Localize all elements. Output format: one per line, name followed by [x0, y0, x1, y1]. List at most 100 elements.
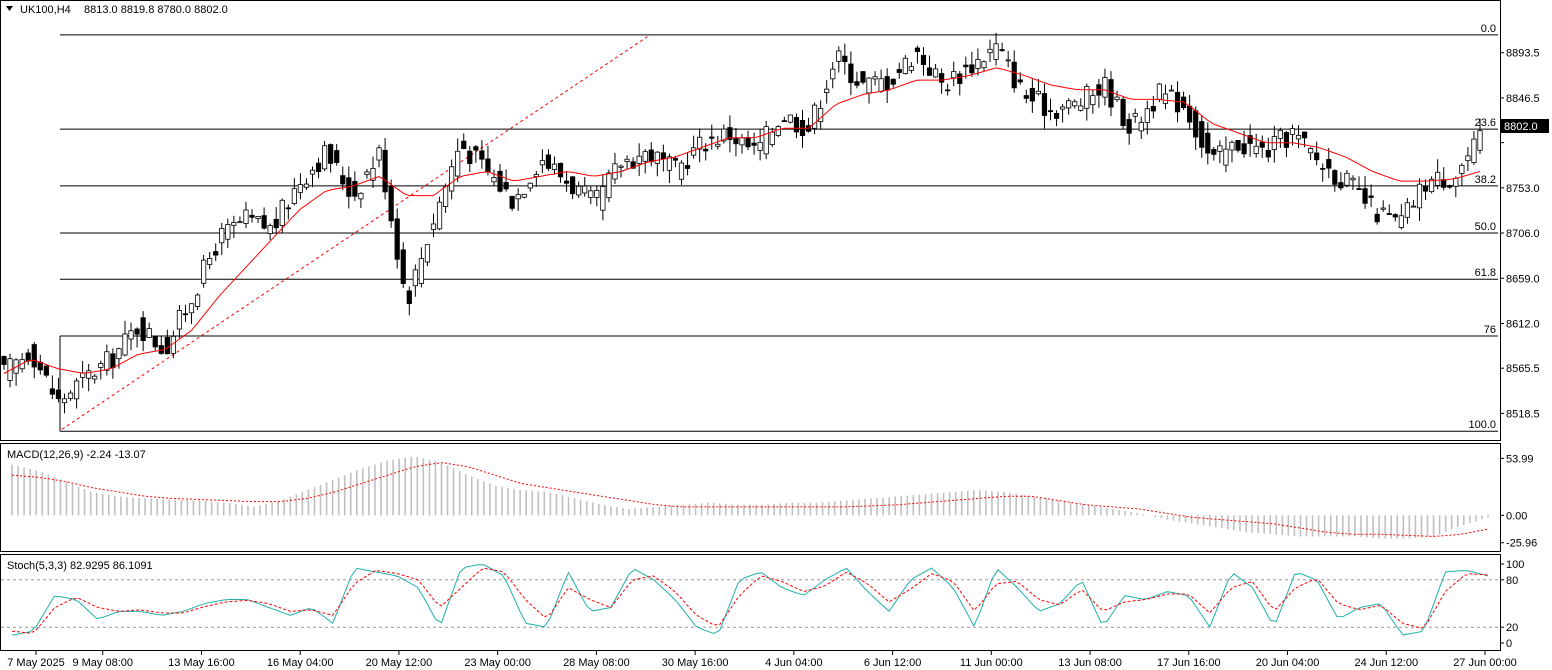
time-tick-label: 28 May 08:00 — [563, 657, 630, 669]
bear-candle — [1011, 61, 1017, 89]
bull-candle — [104, 351, 110, 371]
bear-candle — [781, 120, 787, 123]
bull-candle — [582, 185, 588, 194]
bear-candle — [249, 214, 255, 218]
bull-candle — [364, 171, 370, 176]
bear-candle — [733, 138, 739, 145]
bull-candle — [73, 380, 80, 400]
macd-signal-line — [11, 462, 1489, 537]
bear-candle — [1023, 95, 1029, 99]
stoch-main-line — [11, 564, 1489, 636]
stoch-tick-label: 0 — [1506, 638, 1512, 650]
macd-pane[interactable] — [0, 443, 1501, 552]
bull-candle — [1156, 83, 1162, 100]
bull-candle — [128, 330, 134, 340]
bull-candle — [642, 151, 648, 162]
bull-candle — [1453, 177, 1459, 187]
bull-candle — [67, 392, 74, 399]
bear-candle — [1187, 105, 1193, 123]
bear-candle — [1211, 149, 1217, 155]
bear-candle — [406, 290, 412, 305]
bear-candle — [963, 64, 969, 68]
current-price-badge — [1501, 119, 1549, 133]
bull-candle — [1035, 90, 1042, 95]
bull-candle — [1005, 59, 1011, 62]
trend-line-segment — [61, 34, 651, 430]
bull-candle — [1132, 113, 1138, 117]
bear-candle — [110, 353, 116, 369]
bull-candle — [1416, 183, 1423, 209]
bear-candle — [497, 170, 503, 192]
bear-candle — [1362, 188, 1368, 204]
bull-candle — [1162, 93, 1169, 104]
time-tick-label: 30 May 16:00 — [662, 657, 729, 669]
time-tick-label: 11 Jun 00:00 — [960, 657, 1023, 669]
bull-candle — [207, 258, 213, 265]
bull-candle — [122, 333, 128, 356]
stoch-tick-label: 20 — [1506, 622, 1518, 634]
bull-candle — [1090, 95, 1096, 106]
symbol-label: UK100,H4 — [20, 4, 71, 16]
bear-candle — [152, 336, 158, 348]
bull-candle — [993, 43, 999, 60]
bear-candle — [1053, 112, 1060, 119]
main-pane[interactable] — [0, 0, 1501, 441]
symbol-dropdown-icon[interactable] — [6, 6, 13, 11]
bull-candle — [243, 209, 249, 224]
bull-candle — [624, 158, 630, 162]
bull-candle — [370, 167, 376, 181]
bull-candle — [1217, 145, 1223, 152]
bear-candle — [1029, 87, 1035, 102]
stoch-pane[interactable] — [0, 554, 1501, 651]
bull-candle — [455, 150, 461, 177]
macd-tick-label: 53.99 — [1506, 453, 1534, 465]
bull-candle — [436, 201, 443, 230]
bull-candle — [1078, 105, 1084, 111]
bull-candle — [86, 370, 92, 379]
bear-candle — [340, 175, 346, 185]
bear-candle — [1374, 213, 1380, 223]
bull-candle — [1308, 148, 1314, 154]
stoch-tick-label: 80 — [1506, 575, 1518, 587]
bull-candle — [176, 310, 183, 330]
bull-candle — [1404, 202, 1411, 218]
bear-candle — [213, 251, 219, 256]
bear-candle — [1422, 186, 1429, 192]
bull-candle — [376, 147, 382, 161]
bear-candle — [315, 162, 322, 173]
fib-label: 61.8 — [1475, 267, 1496, 279]
bull-candle — [588, 190, 594, 198]
bear-candle — [1332, 170, 1338, 185]
fib-label: 0.0 — [1481, 23, 1496, 35]
bear-candle — [328, 144, 334, 164]
bull-candle — [412, 269, 418, 287]
bear-candle — [1235, 140, 1241, 151]
bull-candle — [1477, 130, 1483, 151]
fib-label: 100.0 — [1468, 419, 1496, 431]
bull-candle — [1398, 215, 1404, 228]
bear-candle — [926, 67, 933, 76]
bear-candle — [1447, 185, 1453, 188]
bull-candle — [1380, 207, 1386, 210]
bear-candle — [43, 365, 49, 376]
bull-candle — [1295, 134, 1302, 140]
bear-candle — [1126, 119, 1132, 134]
bull-candle — [358, 192, 364, 200]
bull-candle — [654, 151, 660, 164]
bear-candle — [285, 207, 291, 210]
bear-candle — [1368, 195, 1374, 198]
bear-candle — [382, 149, 388, 193]
price-tick-label: 8612.0 — [1506, 318, 1540, 330]
bull-candle — [1060, 106, 1066, 110]
bear-candle — [334, 150, 340, 163]
bull-candle — [1471, 138, 1477, 163]
bull-candle — [1429, 178, 1435, 193]
bull-candle — [194, 294, 201, 307]
bear-candle — [557, 162, 564, 178]
bear-candle — [545, 154, 552, 169]
price-axis: 8893.5 8846.5 8753.0 8706.0 8659.0 8612.0 8565… — [1500, 48, 1540, 420]
bear-candle — [1205, 132, 1211, 154]
fib-label: 76 — [1484, 324, 1496, 336]
macd-tick-label: -25.96 — [1506, 538, 1537, 550]
